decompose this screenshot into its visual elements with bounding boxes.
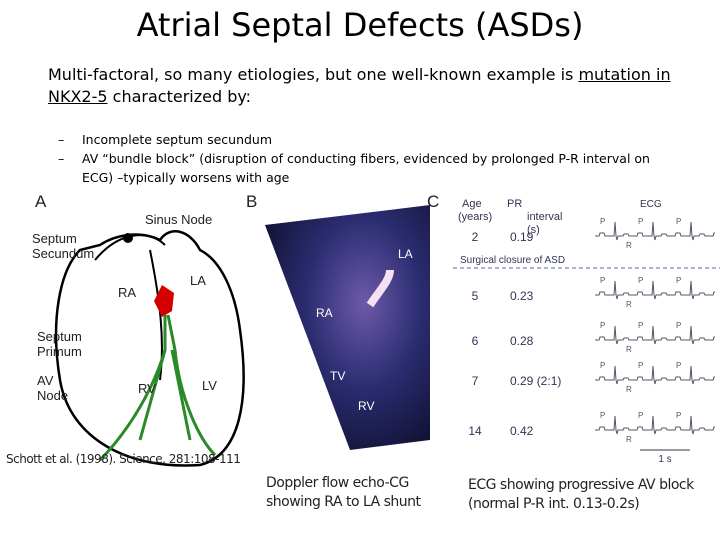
bullet: AV “bundle block” (disruption of conduct… [58,149,682,187]
figure-label: P [600,411,605,420]
figure-label: Sinus Node [145,212,212,227]
title: Atrial Septal Defects (ASDs) [136,6,584,44]
bullet: Incomplete septum secundum [58,130,682,149]
figure-label: P [676,276,681,285]
figure-label: B [246,192,257,211]
ecg-trace [595,325,715,345]
figure-label: AV Node [37,373,68,403]
figure-label: 0.23 [510,289,534,303]
figure-label: P [600,361,605,370]
figure-label: P [600,276,605,285]
figure-label: 0.29 (2:1) [510,374,561,388]
intro-underlined: mutation in NKX2-5 [48,65,671,106]
figure-label: LA [190,273,206,288]
figure-label: P [638,321,643,330]
figure-label: LA [398,247,413,261]
figure-label: RV [138,381,156,396]
figure-label: C [427,192,439,211]
figure-label: RV [358,399,374,413]
figure-label: R [626,345,632,354]
table-header: Age (years) [458,198,492,223]
figure-label: Septum Secundum [32,231,94,261]
figure-label: ECG [640,199,662,210]
figure-label: 2 [472,230,479,244]
figure-label: 5 [472,289,479,303]
caption: ECG showing progressive AV block (normal… [468,477,694,512]
figure-label: P [676,217,681,226]
figure-label: A [35,192,47,211]
figure-label: P [638,411,643,420]
table-header: PR interval (s) [507,198,562,236]
figure-label: RA [118,285,136,300]
figure-label: P [676,361,681,370]
figure-label: R [626,241,632,250]
figure-label: LV [202,378,217,393]
ecg-trace [595,280,715,300]
figure-label: 0.42 [510,424,534,438]
figure-label: TV [330,369,345,383]
figure-label: P [676,321,681,330]
figure-label: 0.19 [510,230,534,244]
ecg-trace [595,221,715,241]
citation: Schott et al. (1998). Science. 281:108-1… [6,452,241,466]
figure-label: 0.28 [510,334,534,348]
ecg-trace [595,415,715,435]
intro: Multi-factoral, so many etiologies, but … [48,64,688,108]
figure-label: P [638,217,643,226]
ecg-trace [595,365,715,385]
figure-label: 1 s [658,454,671,465]
figure-label: Surgical closure of ASD [460,255,565,266]
figure-label: 6 [472,334,479,348]
figure-label: P [600,217,605,226]
figure-label: P [676,411,681,420]
figure-label: P [638,361,643,370]
figure-label: 14 [468,424,482,438]
figure-label: Septum Primum [37,329,82,359]
figure-label: RA [316,306,333,320]
figure-label: P [600,321,605,330]
intro-text: characterized by: [107,87,252,106]
caption: Doppler flow echo-CG showing RA to LA sh… [266,475,421,510]
figure-label: R [626,435,632,444]
figure-label: R [626,385,632,394]
figure-label: 7 [472,374,479,388]
figure-label: R [626,300,632,309]
figure-label: P [638,276,643,285]
intro-text: Multi-factoral, so many etiologies, but … [48,65,579,84]
